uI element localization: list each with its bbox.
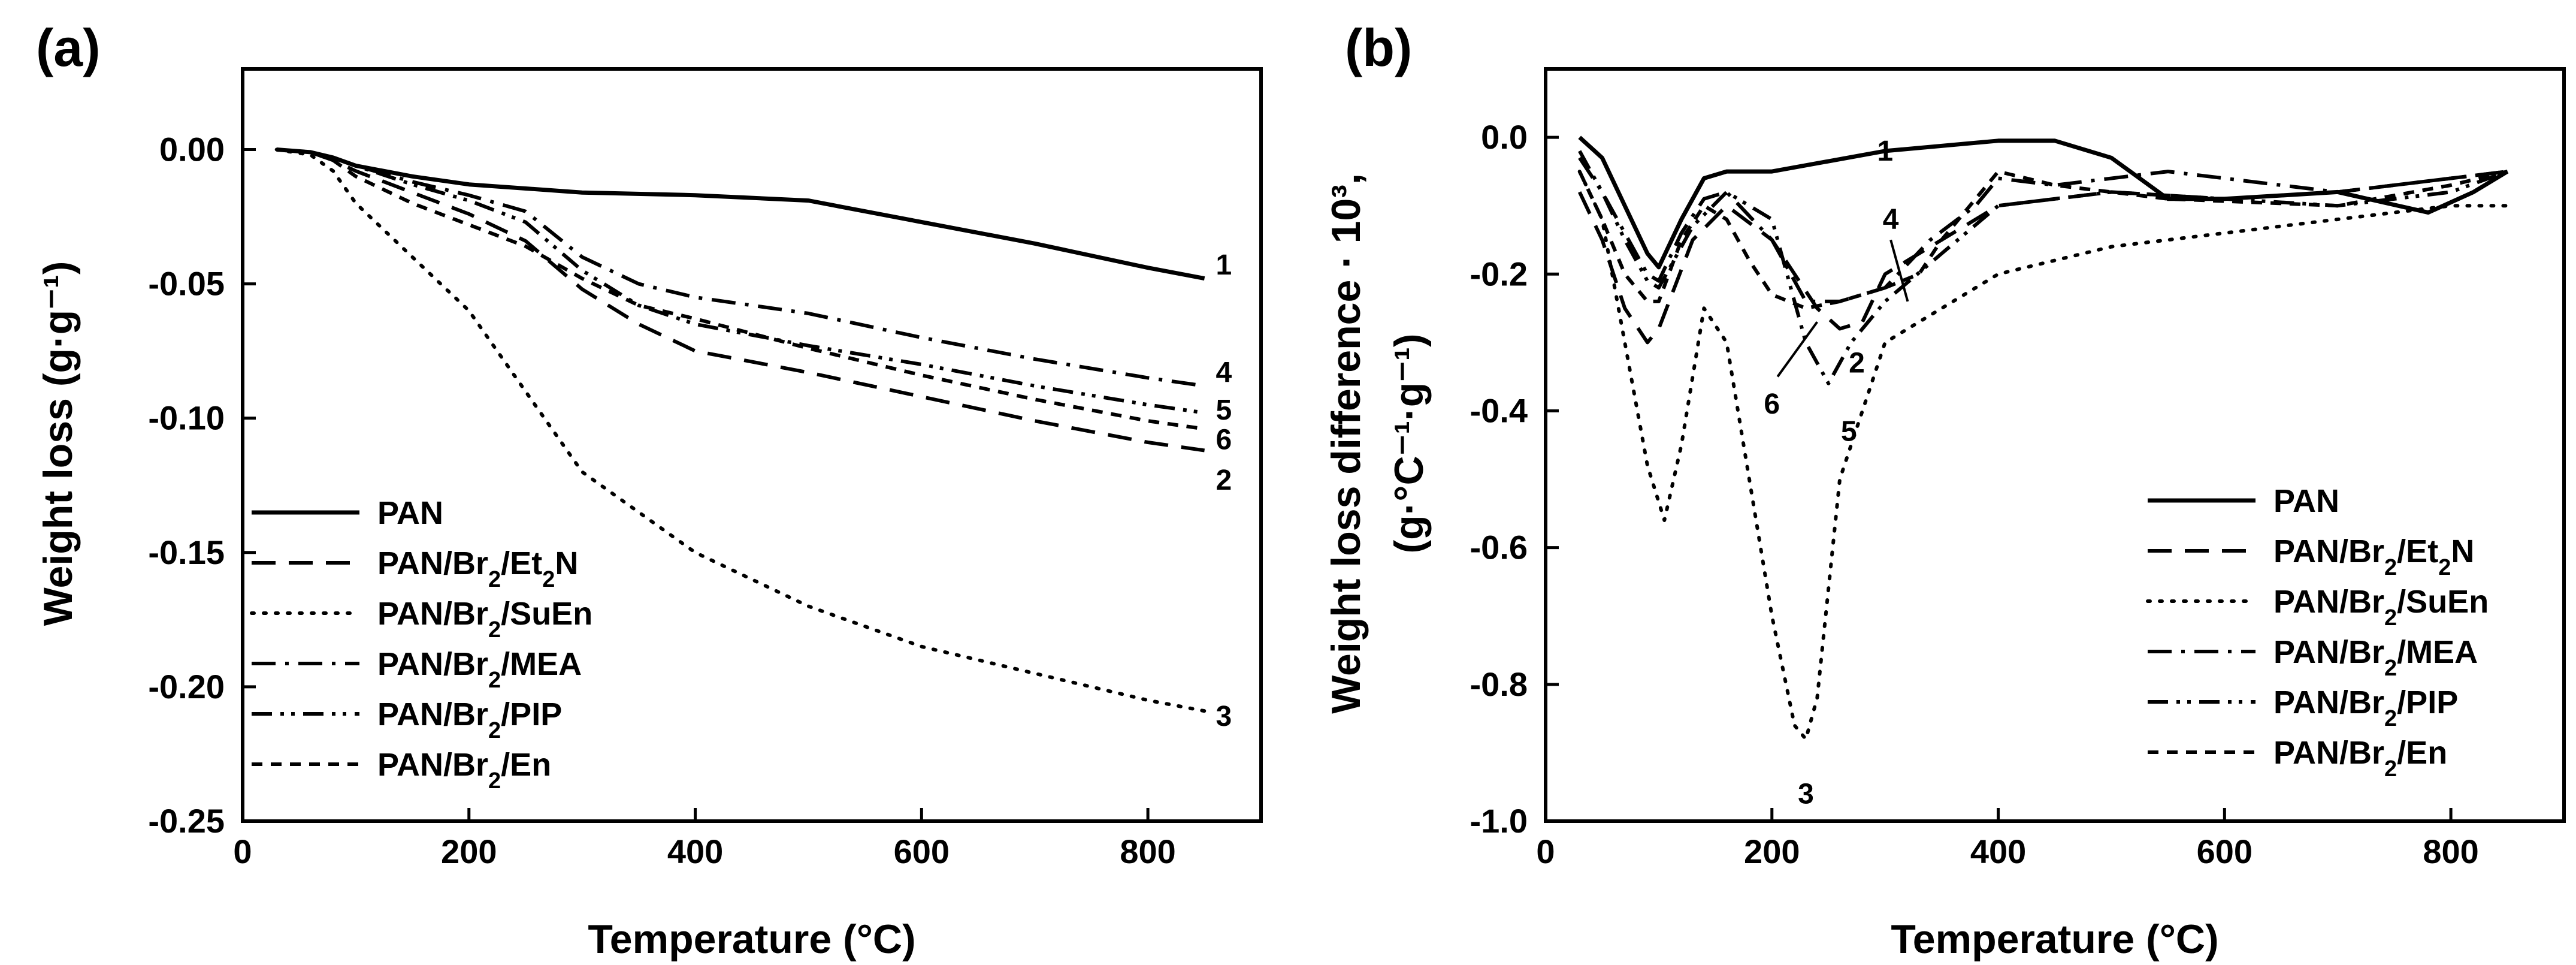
panel-b: (b) 0.0 -0.2 -0.4 -0.6 -0.8 -1.0 0 200 400 600 80… [1323, 18, 2566, 962]
panel-b-series [1577, 135, 2510, 741]
curve-number-label: 6 [1216, 424, 1232, 456]
panel-b-curve-labels: 1 2 3 4 5 6 [1764, 135, 1909, 810]
y-tick-label: -0.25 [148, 802, 225, 840]
legend-label: PAN/Br2/En [377, 747, 551, 794]
panel-b-y-axis-title-line2: (g·°C⁻¹·g⁻¹) [1386, 333, 1432, 553]
series-line-6 [276, 147, 1205, 431]
x-tick-label: 600 [2197, 833, 2253, 870]
legend-label: PAN [2273, 483, 2339, 519]
panel-b-y-ticks: 0.0 -0.2 -0.4 -0.6 -0.8 -1.0 [1470, 118, 1559, 840]
curve-number-label: 3 [1798, 778, 1814, 810]
panel-a: (a) 0.00-0.05-0.10-0.15-0.20-0.25 0 200 40… [35, 18, 1263, 962]
panel-a-frame [241, 67, 1263, 823]
curve-number-label: 2 [1216, 465, 1232, 496]
x-tick-label: 400 [667, 833, 723, 870]
panel-a-legend: PANPAN/Br2/Et2NPAN/Br2/SuEnPAN/Br2/MEAPA… [250, 495, 592, 794]
panel-a-x-ticks: 0 200 400 600 800 [233, 808, 1176, 870]
legend-label: PAN/Br2/SuEn [2273, 584, 2489, 631]
legend-label: PAN/Br2/En [2273, 735, 2447, 782]
y-tick-label: -0.2 [1470, 255, 1528, 292]
curve-number-label: 4 [1883, 204, 1899, 236]
panel-b-y-axis-title-line1: Weight loss difference · 10³, [1323, 173, 1369, 714]
panel-a-series [274, 147, 1207, 713]
legend-label: PAN/Br2/PIP [377, 696, 562, 743]
panel-a-curve-labels: 1 2 3 4 56 [1216, 249, 1232, 732]
panel-a-y-ticks: 0.00 -0.05 -0.10 -0.15 -0.20 -0.25 [148, 130, 256, 840]
panel-b-x-ticks: 0 200 400 600 800 [1536, 808, 2479, 870]
panel-b-x-axis-title: Temperature (°C) [1891, 916, 2218, 962]
legend-label: PAN [377, 495, 443, 531]
series-line-2 [276, 147, 1205, 453]
y-tick-label: -0.4 [1470, 391, 1528, 429]
panel-b-frame [1544, 67, 2566, 823]
curve-number-label: 1 [1877, 135, 1893, 167]
legend-label: PAN/Br2/Et2N [377, 545, 578, 592]
x-tick-label: 600 [894, 833, 950, 870]
series-line-5 [276, 147, 1205, 415]
leader-line [1889, 239, 1909, 302]
series-line-6 [1577, 170, 2508, 310]
curve-number-label: 5 [1841, 416, 1857, 448]
x-tick-label: 0 [233, 833, 252, 870]
y-tick-label: -0.20 [148, 668, 225, 705]
panel-b-legend: PANPAN/Br2/Et2NPAN/Br2/SuEnPAN/Br2/MEAPA… [2146, 483, 2489, 782]
curve-number-label: 3 [1216, 701, 1232, 732]
curve-number-label: 5 [1216, 394, 1232, 426]
x-tick-label: 800 [2423, 833, 2478, 870]
y-tick-label: -0.05 [148, 265, 225, 303]
leader-line [1776, 321, 1818, 378]
legend-label: PAN/Br2/PIP [2273, 684, 2458, 731]
x-tick-label: 200 [1744, 833, 1800, 870]
x-tick-label: 0 [1536, 833, 1555, 870]
y-tick-label: 0.00 [159, 130, 225, 168]
y-tick-label: -1.0 [1470, 802, 1528, 840]
y-tick-label: -0.15 [148, 533, 225, 571]
curve-number-label: 2 [1849, 348, 1865, 379]
panel-a-y-axis-title: Weight loss (g·g⁻¹) [35, 261, 81, 626]
curve-number-label: 1 [1216, 249, 1232, 281]
curve-number-label: 4 [1216, 357, 1232, 388]
series-line-3 [1577, 170, 2510, 741]
curve-number-label: 6 [1764, 388, 1780, 420]
legend-label: PAN/Br2/MEA [2273, 634, 2478, 681]
series-line-5 [1578, 150, 2508, 385]
y-tick-label: -0.6 [1470, 529, 1528, 566]
panel-a-label: (a) [36, 18, 101, 77]
series-line-3 [274, 147, 1207, 713]
x-tick-label: 400 [1970, 833, 2026, 870]
y-tick-label: 0.0 [1481, 118, 1528, 156]
legend-label: PAN/Br2/SuEn [377, 596, 592, 643]
x-tick-label: 200 [441, 833, 497, 870]
legend-label: PAN/Br2/MEA [377, 646, 582, 693]
y-tick-label: -0.10 [148, 399, 225, 437]
panel-a-x-axis-title: Temperature (°C) [588, 916, 915, 962]
x-tick-label: 800 [1120, 833, 1175, 870]
series-line-4 [1578, 156, 2508, 303]
y-tick-label: -0.8 [1470, 665, 1528, 703]
panel-b-label: (b) [1345, 18, 1412, 77]
legend-label: PAN/Br2/Et2N [2273, 533, 2474, 580]
